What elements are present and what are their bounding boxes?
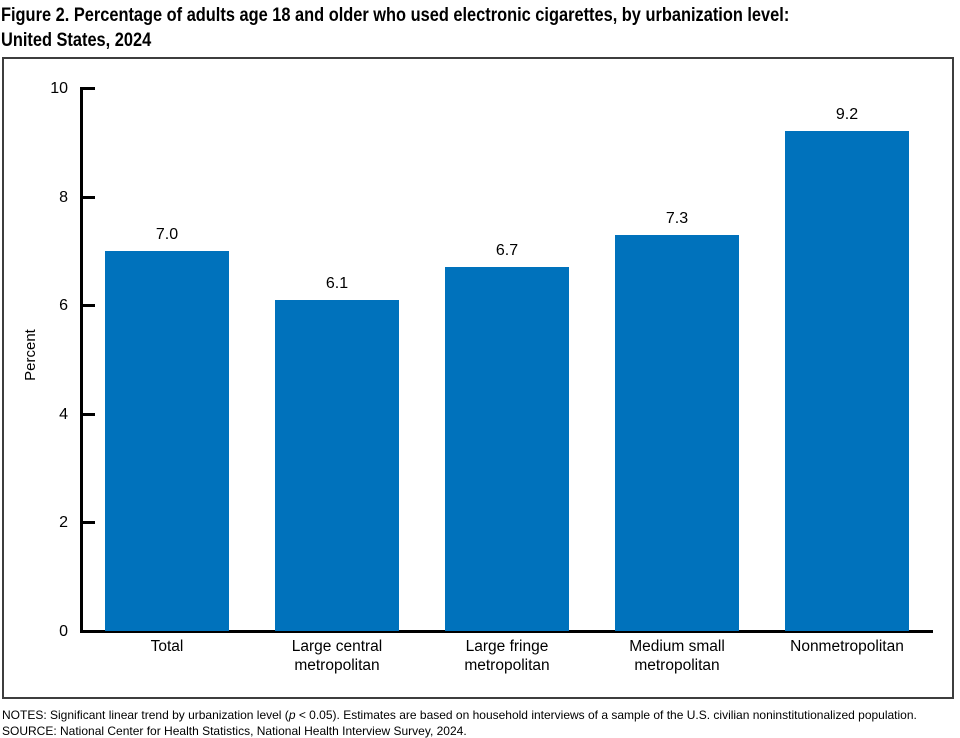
y-tick-mark bbox=[83, 304, 95, 308]
chart-plot-area: Percent 0 2 4 6 8 10 7.0 Total 6.1 Large central … bbox=[2, 57, 954, 699]
y-tick-mark bbox=[83, 412, 95, 416]
y-tick-mark bbox=[83, 521, 95, 525]
x-tick-label: Medium small metropolitan bbox=[629, 638, 725, 674]
bar-value-label: 7.3 bbox=[665, 210, 689, 227]
x-tick-label: Total bbox=[150, 638, 184, 655]
x-tick-label: Nonmetropolitan bbox=[790, 638, 904, 655]
bar-value-label: 7.0 bbox=[155, 226, 179, 243]
figure-title-text: Figure 2. Percentage of adults age 18 an… bbox=[1, 4, 790, 51]
x-axis-line bbox=[80, 630, 933, 633]
bar-value-label: 6.7 bbox=[495, 242, 519, 259]
y-tick-label: 6 bbox=[59, 297, 68, 315]
y-tick-mark bbox=[83, 195, 95, 199]
y-axis-title: Percent bbox=[22, 329, 39, 381]
bar-value-label: 6.1 bbox=[325, 275, 349, 292]
y-tick-label: 2 bbox=[59, 514, 68, 532]
figure-title: Figure 2. Percentage of adults age 18 an… bbox=[1, 3, 959, 53]
y-tick-label: 4 bbox=[59, 405, 68, 423]
footnotes: NOTES: Significant linear trend by urban… bbox=[2, 707, 960, 738]
bar bbox=[445, 267, 569, 631]
bar bbox=[615, 235, 739, 631]
x-tick-label: Large fringe metropolitan bbox=[464, 638, 550, 674]
notes-line: NOTES: Significant linear trend by urban… bbox=[2, 708, 917, 722]
y-tick-mark bbox=[83, 87, 95, 90]
bar bbox=[275, 300, 399, 631]
y-axis-line bbox=[80, 87, 83, 633]
y-tick-label: 0 bbox=[59, 623, 68, 640]
bar bbox=[105, 251, 229, 631]
y-tick-label: 8 bbox=[59, 188, 68, 206]
bar-value-label: 9.2 bbox=[835, 106, 859, 123]
bar bbox=[785, 131, 909, 631]
source-line: SOURCE: National Center for Health Stati… bbox=[2, 724, 467, 738]
x-tick-label: Large central metropolitan bbox=[291, 638, 383, 674]
y-tick-label: 10 bbox=[50, 80, 68, 97]
